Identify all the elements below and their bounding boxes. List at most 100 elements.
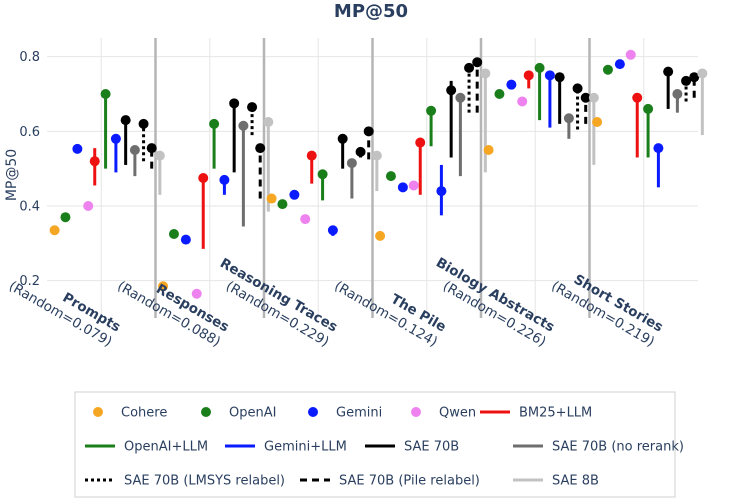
- range-point-sae-8b: [371, 150, 382, 161]
- range-point-sae-70b-pile-relabel: [580, 92, 591, 103]
- data-point-qwen: [625, 49, 636, 60]
- y-tick-label: 0.8: [19, 50, 40, 65]
- range-point-sae-8b: [588, 92, 599, 103]
- data-point-cohere: [483, 145, 494, 155]
- range-point-gemini-llm: [436, 186, 447, 197]
- range-point-sae-8b: [263, 117, 274, 127]
- data-point-gemini: [614, 59, 625, 70]
- data-point-gemini: [397, 182, 408, 193]
- legend-label-openai-llm: OpenAI+LLM: [124, 440, 208, 455]
- y-tick-label: 0.6: [19, 125, 40, 140]
- range-point-sae-70b-no-rerank: [129, 145, 140, 155]
- range-point-sae-8b: [480, 68, 491, 79]
- data-point-cohere: [375, 230, 386, 241]
- range-point-sae-70b-pile-relabel: [472, 57, 483, 68]
- range-point-sae-70b: [554, 72, 565, 83]
- legend-marker-qwen: [411, 407, 421, 417]
- x-tick-label: The Pile(Random=0.124): [331, 278, 448, 350]
- range-point-sae-70b-no-rerank: [672, 89, 683, 99]
- legend-label-gemini: Gemini: [336, 406, 382, 421]
- chart-title: MP@50: [334, 1, 408, 22]
- range-point-sae-70b-lmsys-relabel: [681, 75, 692, 86]
- legend-label-sae-8b: SAE 8B: [552, 474, 599, 489]
- data-point-openai: [494, 89, 505, 99]
- data-point-cohere: [592, 117, 603, 127]
- range-point-openai-llm: [100, 89, 111, 99]
- x-tick-label: Responses(Random=0.088): [114, 278, 231, 350]
- legend-label-sae-70b: SAE 70B: [404, 440, 459, 455]
- range-point-gemini-llm: [327, 225, 338, 236]
- data-point-openai: [168, 229, 179, 239]
- range-point-sae-70b-no-rerank: [563, 113, 574, 124]
- legend-label-bm25-llm: BM25+LLM: [519, 406, 592, 421]
- data-point-qwen: [300, 214, 311, 225]
- x-tick-label: Reasoning Traces(Random=0.229): [217, 255, 340, 350]
- range-point-sae-70b-lmsys-relabel: [572, 83, 583, 94]
- range-point-sae-70b-lmsys-relabel: [464, 62, 475, 73]
- legend: Cohere OpenAI Gemini Qwen BM25+LLM OpenAI+LLM…: [74, 391, 684, 498]
- range-point-sae-70b-pile-relabel: [363, 126, 374, 137]
- range-point-gemini-llm: [544, 70, 555, 81]
- range-point-sae-70b-lmsys-relabel: [247, 102, 258, 113]
- legend-label-sae-70b-lmsys-relabel: SAE 70B (LMSYS relabel): [124, 474, 285, 489]
- legend-label-gemini-llm: Gemini+LLM: [264, 440, 347, 455]
- range-point-bm25-llm: [523, 70, 534, 81]
- range-point-sae-70b-pile-relabel: [689, 72, 700, 83]
- x-tick-label: Short Stories(Random=0.219): [548, 271, 665, 350]
- data-point-gemini: [72, 143, 83, 154]
- x-tick-label: Biology Abstracts(Random=0.226): [433, 255, 557, 351]
- data-point-cohere: [158, 281, 169, 292]
- data-point-gemini: [180, 234, 191, 245]
- range-point-sae-70b-no-rerank: [238, 120, 249, 131]
- range-point-bm25-llm: [198, 173, 209, 183]
- range-point-sae-70b-lmsys-relabel: [355, 146, 366, 157]
- legend-label-qwen: Qwen: [439, 406, 476, 421]
- range-point-openai-llm: [426, 105, 437, 116]
- range-point-sae-70b-pile-relabel: [146, 143, 157, 154]
- range-point-bm25-llm: [415, 137, 426, 148]
- range-point-openai-llm: [317, 169, 328, 180]
- range-point-sae-70b-pile-relabel: [255, 143, 266, 154]
- y-axis-label: MP@50: [4, 149, 20, 201]
- y-tick-label: 0.4: [19, 200, 40, 215]
- range-point-gemini-llm: [653, 143, 664, 154]
- range-point-sae-70b: [337, 133, 348, 144]
- legend-label-cohere: Cohere: [121, 406, 167, 421]
- range-point-sae-70b: [663, 66, 674, 77]
- range-point-sae-70b: [229, 98, 240, 109]
- range-point-openai-llm: [643, 103, 654, 114]
- range-point-sae-70b-lmsys-relabel: [138, 118, 149, 129]
- data-point-openai: [60, 212, 71, 223]
- range-point-bm25-llm: [632, 92, 643, 103]
- data-point-gemini: [289, 189, 300, 200]
- range-point-gemini-llm: [219, 174, 230, 185]
- data-point-qwen: [517, 96, 528, 107]
- range-point-sae-70b-no-rerank: [346, 158, 357, 169]
- legend-marker-openai: [201, 407, 211, 417]
- data-point-openai: [277, 199, 288, 210]
- range-point-gemini-llm: [110, 133, 121, 144]
- data-point-openai: [385, 171, 396, 182]
- range-point-sae-8b: [697, 68, 708, 79]
- legend-label-sae-70b-pile-relabel: SAE 70B (Pile relabel): [339, 474, 480, 489]
- data-point-gemini: [506, 79, 517, 90]
- data-point-cohere: [49, 225, 60, 236]
- legend-marker-cohere: [93, 407, 103, 417]
- data-point-openai: [602, 64, 613, 75]
- range-point-sae-70b: [120, 115, 131, 126]
- range-point-sae-8b: [154, 150, 165, 161]
- data-point-cohere: [266, 193, 277, 204]
- range-point-bm25-llm: [306, 150, 317, 161]
- range-point-bm25-llm: [89, 156, 100, 167]
- y-tick-label: 0.2: [19, 274, 40, 289]
- legend-marker-gemini: [308, 407, 318, 417]
- data-point-qwen: [191, 288, 202, 299]
- data-point-qwen: [83, 201, 94, 211]
- range-point-sae-70b-no-rerank: [455, 92, 466, 103]
- legend-label-sae-70b-no-rerank: SAE 70B (no rerank): [552, 440, 684, 455]
- range-point-openai-llm: [534, 62, 545, 73]
- legend-label-openai: OpenAI: [229, 406, 276, 421]
- range-point-sae-70b: [446, 85, 457, 96]
